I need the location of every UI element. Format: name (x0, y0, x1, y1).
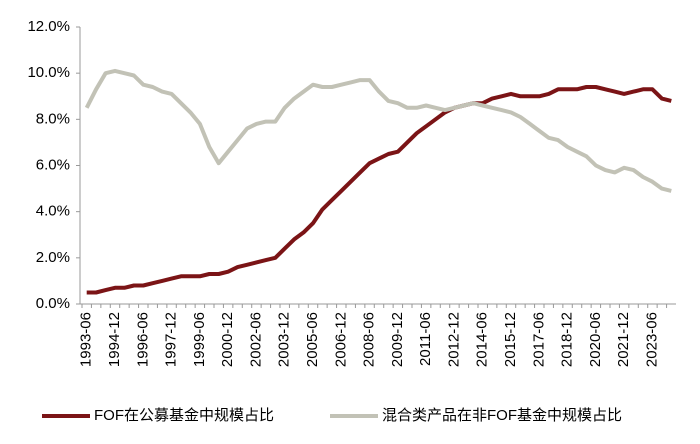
x-tick-label: 2009-12 (389, 312, 406, 367)
y-tick-label: 0.0% (36, 295, 70, 312)
x-tick-label: 2011-06 (417, 312, 434, 366)
x-tick-label: 2005-06 (304, 312, 321, 367)
x-tick-label: 2003-12 (276, 312, 293, 367)
x-tick-label: 2006-12 (332, 312, 349, 367)
x-tick-label: 2020-06 (587, 312, 604, 367)
x-tick-label: 2017-06 (530, 312, 547, 367)
x-tick-label: 1993-06 (78, 312, 95, 367)
x-tick-label: 2012-12 (445, 312, 462, 367)
x-tick-label: 2018-12 (559, 312, 576, 367)
y-tick-label: 6.0% (36, 156, 70, 173)
x-tick-label: 2000-12 (219, 312, 236, 367)
y-tick-label: 8.0% (36, 110, 70, 127)
x-tick-label: 2014-06 (474, 312, 491, 367)
y-tick-label: 4.0% (36, 203, 70, 220)
x-tick-label: 2015-12 (502, 312, 519, 367)
x-tick-label: 2002-06 (247, 312, 264, 367)
x-tick-label: 2021-12 (615, 312, 632, 367)
y-tick-label: 12.0% (27, 18, 70, 35)
x-tick-label: 2023-06 (643, 312, 660, 367)
legend-label: FOF在公募基金中规模占比 (94, 407, 274, 424)
legend-label: 混合类产品在非FOF基金中规模占比 (382, 407, 622, 424)
series-line (86, 85, 672, 295)
y-tick-label: 2.0% (36, 249, 70, 266)
x-tick-label: 1999-06 (191, 312, 208, 367)
x-tick-label: 1994-12 (106, 312, 123, 367)
y-tick-label: 10.0% (27, 64, 70, 81)
series-line (84, 68, 672, 193)
x-tick-label: 1996-06 (134, 312, 151, 367)
x-tick-label: 2008-06 (361, 312, 378, 367)
x-tick-label: 1997-12 (163, 312, 180, 367)
